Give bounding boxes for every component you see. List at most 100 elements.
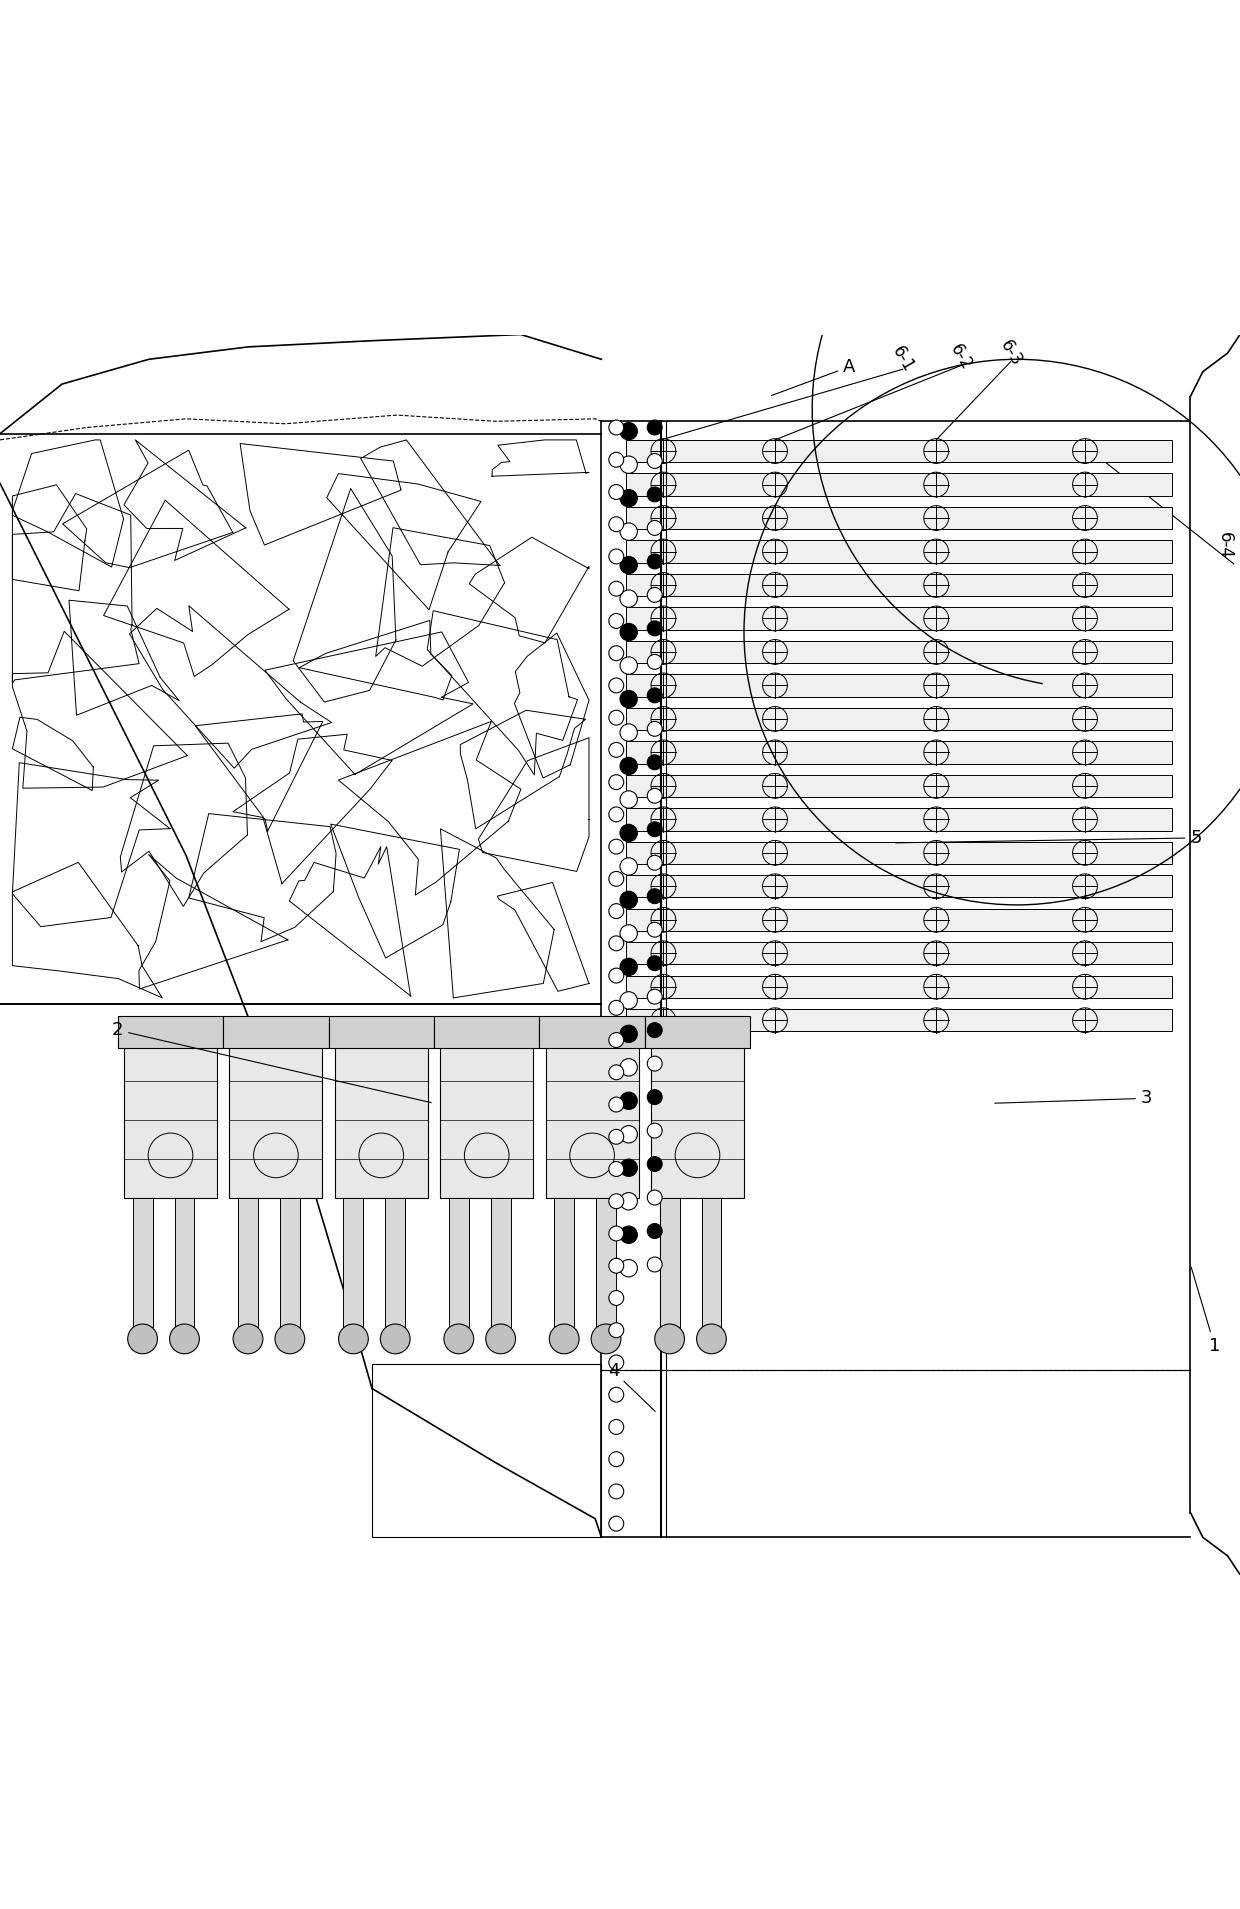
Circle shape (609, 1193, 624, 1208)
Bar (626, 473, 1172, 496)
Bar (280, 1199, 300, 1327)
Circle shape (609, 1000, 624, 1016)
Circle shape (609, 1033, 624, 1048)
Circle shape (697, 1325, 727, 1353)
Circle shape (620, 1025, 637, 1042)
Bar (546, 1040, 639, 1199)
Circle shape (609, 840, 624, 853)
Bar (626, 741, 1172, 764)
Circle shape (609, 550, 624, 563)
Circle shape (444, 1325, 474, 1353)
Bar (626, 439, 1172, 462)
Circle shape (549, 1325, 579, 1353)
Circle shape (647, 1224, 662, 1239)
Circle shape (609, 1451, 624, 1466)
Bar (626, 540, 1172, 563)
Bar (645, 1016, 750, 1048)
Circle shape (609, 710, 624, 725)
Circle shape (647, 521, 662, 535)
Bar (626, 874, 1172, 897)
Circle shape (609, 613, 624, 628)
Bar (386, 1199, 405, 1327)
Bar (626, 943, 1172, 964)
Bar (335, 1040, 428, 1199)
Bar (229, 1040, 322, 1199)
Circle shape (609, 1483, 624, 1499)
Circle shape (381, 1325, 410, 1353)
Bar (491, 1199, 511, 1327)
Circle shape (620, 657, 637, 674)
Circle shape (647, 1090, 662, 1105)
Bar (434, 1016, 539, 1048)
Text: 2: 2 (112, 1021, 432, 1103)
Circle shape (647, 1023, 662, 1038)
Text: 6-4: 6-4 (1215, 533, 1234, 559)
Circle shape (620, 857, 637, 874)
Bar (223, 1016, 329, 1048)
Circle shape (647, 788, 662, 804)
Circle shape (647, 487, 662, 502)
Bar (596, 1199, 616, 1327)
Circle shape (620, 590, 637, 607)
Bar (702, 1199, 722, 1327)
Circle shape (620, 489, 637, 508)
Circle shape (609, 1290, 624, 1306)
Circle shape (620, 1126, 637, 1143)
Bar (329, 1016, 434, 1048)
Text: 6-2: 6-2 (946, 340, 976, 372)
Bar (626, 575, 1172, 596)
Bar (124, 1040, 217, 1199)
Circle shape (609, 645, 624, 661)
Text: 4: 4 (608, 1363, 655, 1411)
Circle shape (609, 1098, 624, 1111)
Circle shape (647, 1256, 662, 1271)
Circle shape (647, 420, 662, 435)
Circle shape (620, 892, 637, 909)
Bar (554, 1199, 574, 1327)
Bar (539, 1016, 645, 1048)
Circle shape (486, 1325, 516, 1353)
Circle shape (647, 1189, 662, 1205)
Text: 6-1: 6-1 (888, 344, 918, 376)
Circle shape (339, 1325, 368, 1353)
Circle shape (609, 580, 624, 596)
Circle shape (609, 1355, 624, 1371)
Circle shape (233, 1325, 263, 1353)
Circle shape (609, 775, 624, 790)
Bar (626, 808, 1172, 830)
Circle shape (609, 517, 624, 533)
Circle shape (620, 991, 637, 1010)
Bar (626, 508, 1172, 529)
Circle shape (591, 1325, 621, 1353)
Circle shape (620, 758, 637, 775)
Circle shape (609, 420, 624, 435)
Circle shape (647, 821, 662, 836)
Bar (626, 909, 1172, 932)
Text: 3: 3 (994, 1090, 1152, 1107)
Circle shape (609, 968, 624, 983)
Circle shape (647, 722, 662, 737)
Circle shape (620, 691, 637, 708)
Circle shape (647, 922, 662, 937)
Bar (660, 1199, 680, 1327)
Bar (118, 1016, 223, 1048)
Circle shape (620, 1226, 637, 1243)
Circle shape (609, 743, 624, 758)
Circle shape (647, 754, 662, 769)
Circle shape (620, 624, 637, 641)
Circle shape (609, 1420, 624, 1434)
Bar (440, 1040, 533, 1199)
Bar (626, 641, 1172, 662)
Bar (626, 842, 1172, 865)
Bar (626, 775, 1172, 798)
Circle shape (620, 1260, 637, 1277)
Bar (626, 607, 1172, 630)
Bar (343, 1199, 363, 1327)
Circle shape (655, 1325, 684, 1353)
Circle shape (609, 808, 624, 821)
Bar (238, 1199, 258, 1327)
Circle shape (620, 1092, 637, 1109)
Circle shape (609, 678, 624, 693)
Circle shape (609, 1065, 624, 1080)
Circle shape (647, 1157, 662, 1172)
